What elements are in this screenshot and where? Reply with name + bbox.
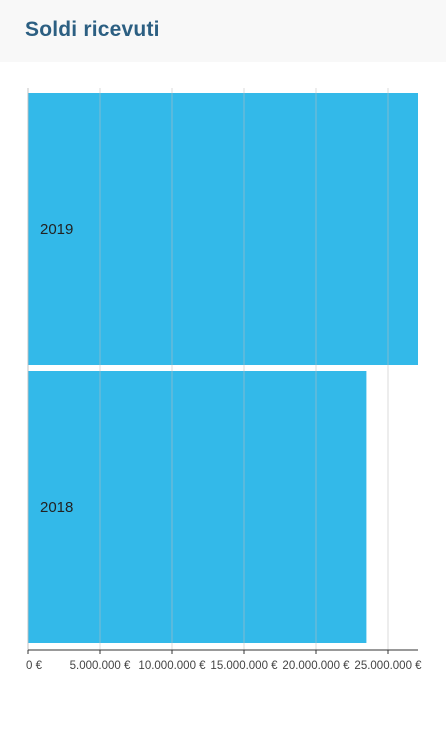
x-tick-label-2: 10.000.000 € xyxy=(138,660,206,672)
bar-label-2018: 2018 xyxy=(40,499,73,516)
x-tick-label-1: 5.000.000 € xyxy=(70,660,131,672)
x-tick-label-5: 25.000.000 € xyxy=(354,660,422,672)
chart-title: Soldi ricevuti xyxy=(25,18,160,41)
bar-label-2019: 2019 xyxy=(40,221,73,238)
grid-layer xyxy=(27,88,389,650)
x-tick-label-0: 0 € xyxy=(26,660,43,672)
labels-layer: 2019 2018 xyxy=(40,221,73,516)
x-axis: 0 € 5.000.000 € 10.000.000 € 15.000.000 € 20… xyxy=(26,649,422,672)
bar-2018 xyxy=(28,371,367,643)
x-tick-label-4: 20.000.000 € xyxy=(282,660,350,672)
x-tick-label-3: 15.000.000 € xyxy=(210,660,278,672)
chart-header: Soldi ricevuti xyxy=(0,0,446,62)
bars-layer xyxy=(28,93,418,643)
bar-2019 xyxy=(28,93,418,365)
